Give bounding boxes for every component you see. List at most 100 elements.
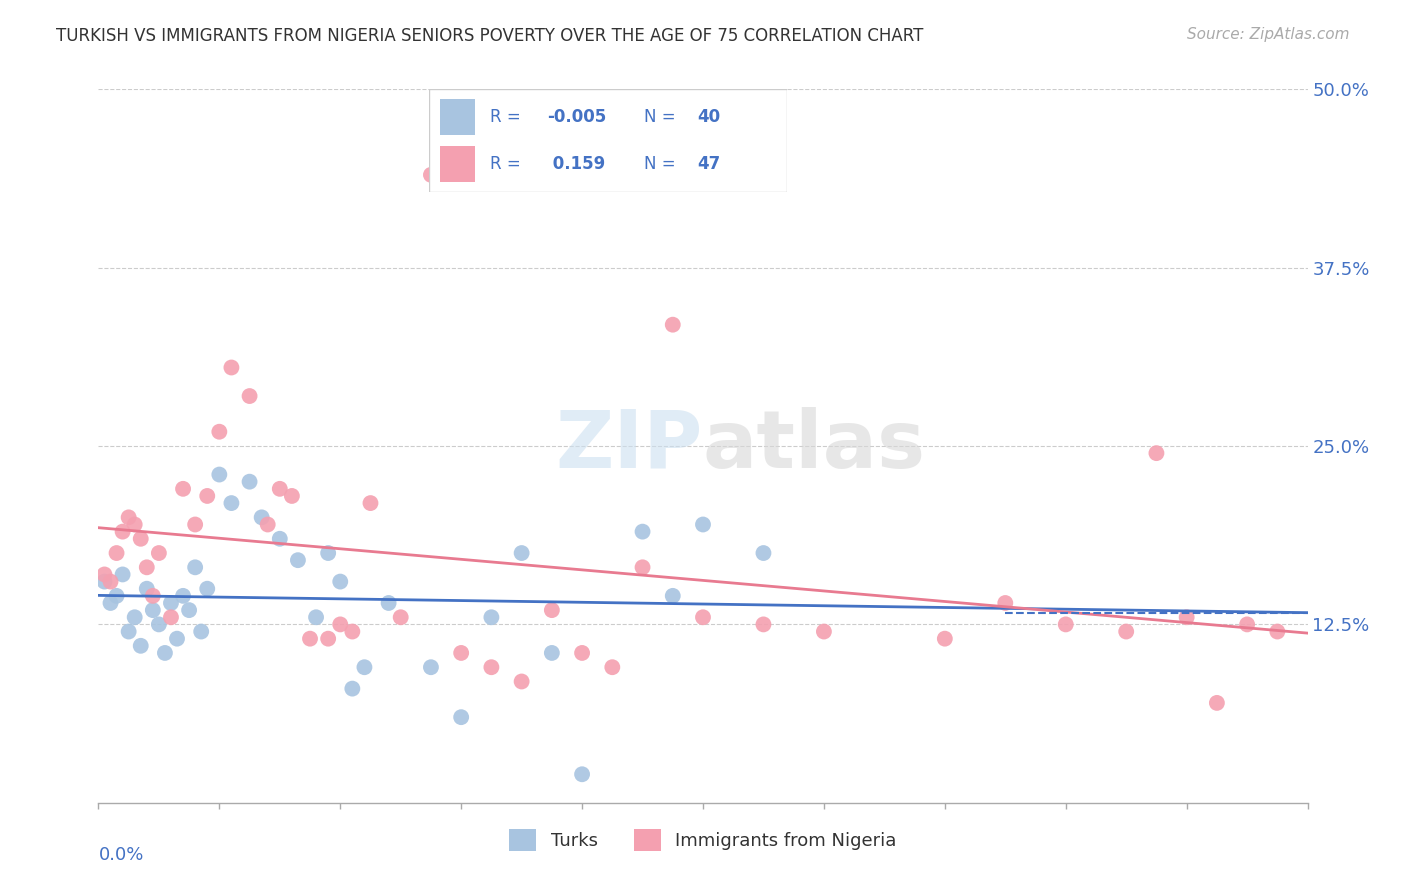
Point [190, 624, 212, 639]
Point [250, 510, 273, 524]
Point [752, 617, 775, 632]
Point [172, 589, 194, 603]
Text: -0.005: -0.005 [547, 109, 606, 127]
Point [135, 560, 157, 574]
Point [105, 589, 128, 603]
Point [316, 632, 339, 646]
Point [540, 603, 562, 617]
Text: ZIP: ZIP [555, 407, 703, 485]
Point [160, 610, 183, 624]
Bar [440, 145, 475, 181]
Point [269, 482, 291, 496]
Text: 40: 40 [697, 109, 721, 127]
Point [299, 632, 322, 646]
Point [329, 574, 352, 589]
Point [1144, 446, 1167, 460]
Point [287, 553, 309, 567]
Point [1206, 696, 1229, 710]
Point [195, 489, 218, 503]
Point [221, 360, 243, 375]
Text: 0.0%: 0.0% [98, 846, 143, 863]
Point [571, 767, 593, 781]
Point [631, 560, 654, 574]
Point [377, 596, 399, 610]
Point [179, 603, 201, 617]
Text: TURKISH VS IMMIGRANTS FROM NIGERIA SENIORS POVERTY OVER THE AGE OF 75 CORRELATIO: TURKISH VS IMMIGRANTS FROM NIGERIA SENIO… [56, 27, 924, 45]
Point [118, 510, 141, 524]
Point [360, 496, 382, 510]
Point [342, 681, 364, 696]
Point [481, 610, 503, 624]
Text: 0.159: 0.159 [547, 154, 606, 172]
Point [135, 582, 157, 596]
Point [100, 574, 122, 589]
Text: R =: R = [489, 109, 526, 127]
Text: atlas: atlas [703, 407, 927, 485]
Point [692, 610, 714, 624]
Point [329, 617, 352, 632]
Point [1236, 617, 1258, 632]
FancyBboxPatch shape [429, 89, 787, 192]
Point [239, 389, 262, 403]
Point [661, 318, 683, 332]
Point [316, 546, 339, 560]
Point [256, 517, 278, 532]
Text: R =: R = [489, 154, 526, 172]
Point [153, 646, 176, 660]
Point [129, 639, 152, 653]
Point [1175, 610, 1198, 624]
Point [269, 532, 291, 546]
Point [510, 546, 533, 560]
Text: N =: N = [644, 109, 681, 127]
Point [389, 610, 412, 624]
Point [510, 674, 533, 689]
Point [118, 624, 141, 639]
Point [631, 524, 654, 539]
Point [208, 425, 231, 439]
Point [184, 560, 207, 574]
Point [420, 660, 443, 674]
Point [93, 567, 115, 582]
Point [450, 646, 472, 660]
Point [184, 517, 207, 532]
Point [111, 567, 134, 582]
Point [239, 475, 262, 489]
Point [342, 624, 364, 639]
Point [166, 632, 188, 646]
Point [692, 517, 714, 532]
Point [195, 582, 218, 596]
Legend: Turks, Immigrants from Nigeria: Turks, Immigrants from Nigeria [502, 822, 904, 858]
Point [142, 603, 165, 617]
Point [420, 168, 443, 182]
Point [172, 482, 194, 496]
Point [221, 496, 243, 510]
Point [934, 632, 956, 646]
Text: N =: N = [644, 154, 681, 172]
Point [752, 546, 775, 560]
Point [353, 660, 375, 674]
Point [1115, 624, 1137, 639]
Point [813, 624, 835, 639]
Text: 47: 47 [697, 154, 721, 172]
Point [1267, 624, 1289, 639]
Point [124, 610, 146, 624]
Point [661, 589, 683, 603]
Point [129, 532, 152, 546]
Point [148, 617, 170, 632]
Point [305, 610, 328, 624]
Bar [440, 99, 475, 136]
Point [100, 596, 122, 610]
Point [571, 646, 593, 660]
Point [994, 596, 1017, 610]
Point [124, 517, 146, 532]
Point [1054, 617, 1077, 632]
Point [208, 467, 231, 482]
Point [481, 660, 503, 674]
Point [281, 489, 304, 503]
Point [93, 574, 115, 589]
Point [450, 710, 472, 724]
Point [111, 524, 134, 539]
Point [602, 660, 624, 674]
Point [105, 546, 128, 560]
Text: Source: ZipAtlas.com: Source: ZipAtlas.com [1187, 27, 1350, 42]
